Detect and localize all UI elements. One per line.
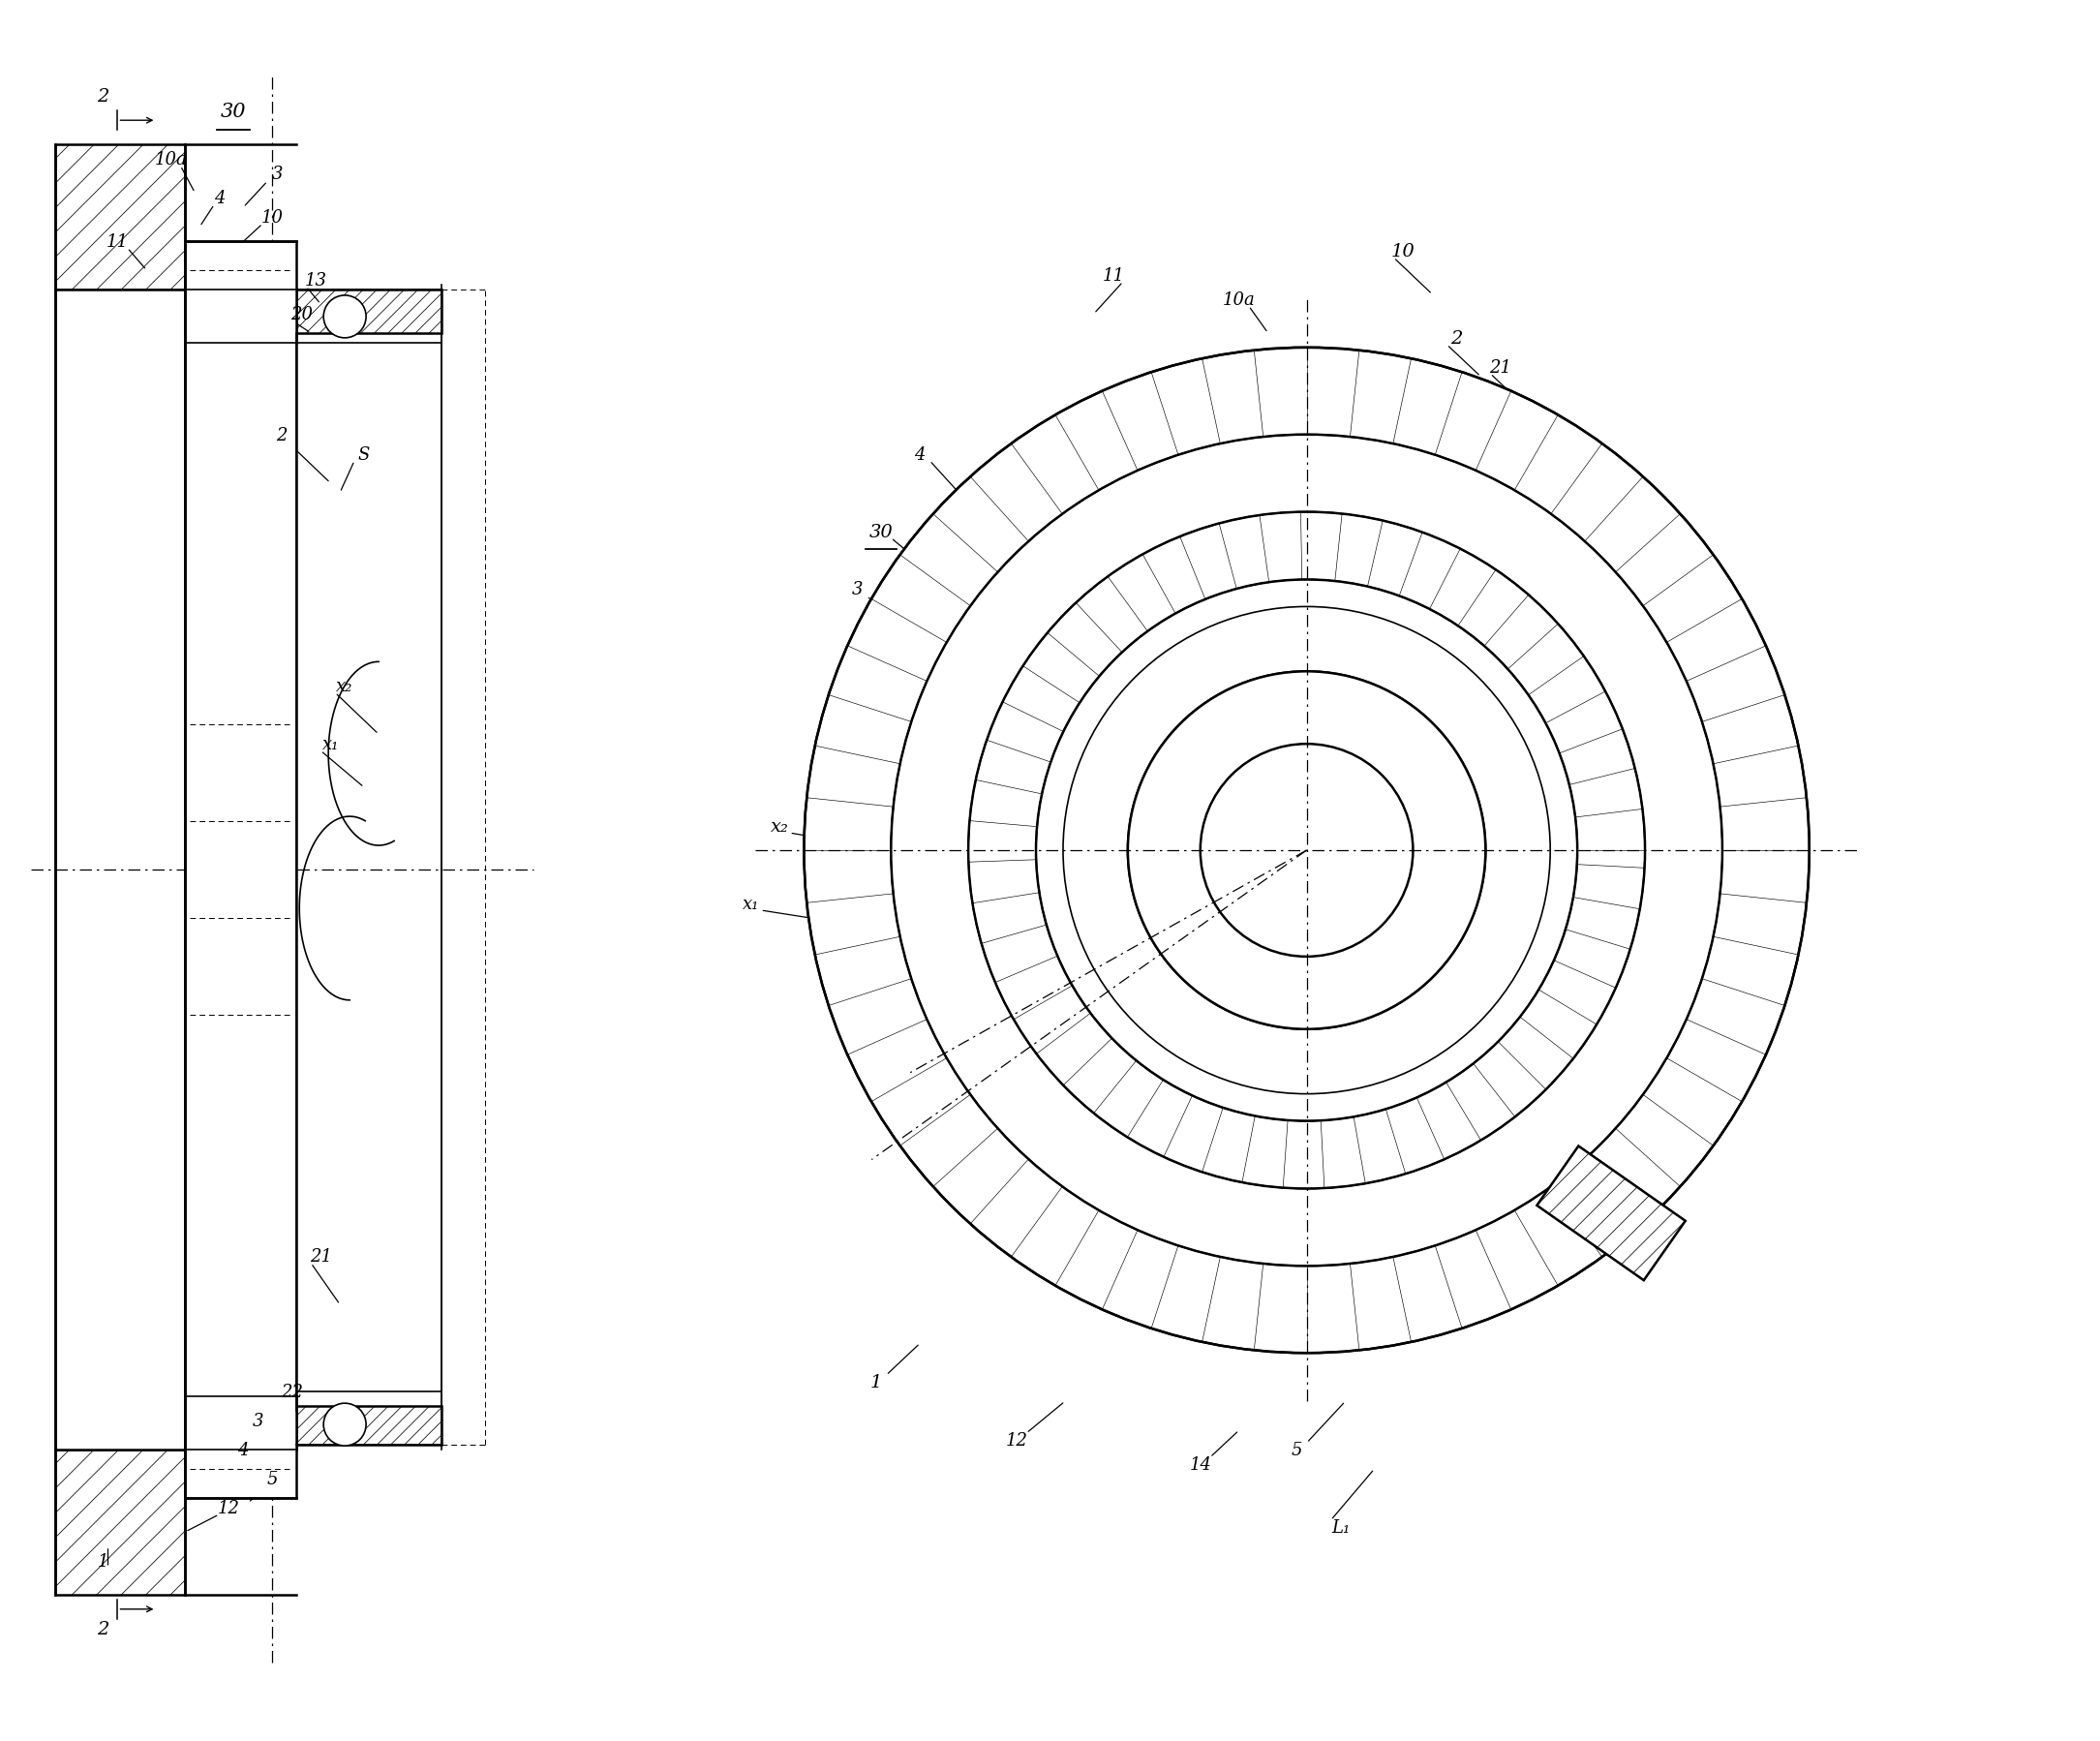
Text: x₂: x₂	[771, 818, 790, 836]
Text: x₁: x₁	[321, 736, 338, 754]
Text: 5: 5	[1292, 1442, 1302, 1459]
Polygon shape	[185, 1396, 296, 1450]
Text: 30: 30	[869, 522, 892, 540]
Polygon shape	[55, 145, 185, 291]
Text: 30: 30	[220, 103, 246, 120]
Polygon shape	[185, 242, 296, 1497]
Text: 11: 11	[107, 233, 128, 251]
Text: 5: 5	[267, 1469, 277, 1487]
Polygon shape	[55, 1450, 185, 1595]
Polygon shape	[185, 1396, 296, 1450]
Polygon shape	[296, 334, 441, 1412]
Text: 21: 21	[1489, 359, 1512, 376]
Polygon shape	[55, 145, 185, 291]
Text: 2: 2	[97, 1619, 109, 1637]
Text: 22: 22	[281, 1382, 302, 1400]
Text: 2: 2	[1451, 329, 1462, 346]
Text: 20: 20	[290, 306, 313, 324]
Text: 11: 11	[1103, 266, 1124, 284]
Text: 3: 3	[252, 1412, 262, 1429]
Polygon shape	[296, 1407, 441, 1445]
Text: x₂: x₂	[336, 677, 353, 695]
Polygon shape	[1537, 1146, 1686, 1280]
Text: L₁: L₁	[1331, 1518, 1350, 1536]
Text: 4: 4	[237, 1442, 250, 1459]
Circle shape	[323, 296, 365, 338]
Text: 21: 21	[309, 1248, 332, 1266]
Polygon shape	[296, 291, 441, 334]
Text: 4: 4	[914, 446, 926, 463]
Text: 10a: 10a	[155, 151, 187, 169]
Text: 10a: 10a	[1222, 291, 1256, 308]
Polygon shape	[185, 291, 296, 343]
Text: 1: 1	[97, 1553, 109, 1570]
Text: 10: 10	[260, 209, 284, 226]
Text: 12: 12	[218, 1499, 239, 1516]
Circle shape	[323, 1403, 365, 1447]
Text: 3: 3	[271, 165, 284, 183]
Circle shape	[1201, 745, 1413, 958]
Text: S: S	[359, 446, 370, 463]
Circle shape	[1128, 672, 1485, 1029]
Polygon shape	[185, 291, 296, 343]
Text: 12: 12	[1006, 1431, 1027, 1449]
Polygon shape	[55, 291, 185, 1450]
Polygon shape	[55, 1450, 185, 1595]
Text: 1: 1	[872, 1374, 882, 1391]
Polygon shape	[1537, 1146, 1686, 1280]
Text: 13: 13	[304, 272, 328, 289]
Text: 2: 2	[277, 427, 288, 444]
Polygon shape	[1537, 1146, 1686, 1280]
Text: x₁: x₁	[743, 895, 760, 912]
Text: 2: 2	[97, 89, 109, 106]
Polygon shape	[296, 291, 441, 334]
Text: 14: 14	[1189, 1455, 1212, 1473]
Text: 10: 10	[1392, 244, 1415, 261]
Text: 4: 4	[214, 190, 225, 207]
Text: 3: 3	[853, 581, 863, 599]
Polygon shape	[296, 1407, 441, 1445]
